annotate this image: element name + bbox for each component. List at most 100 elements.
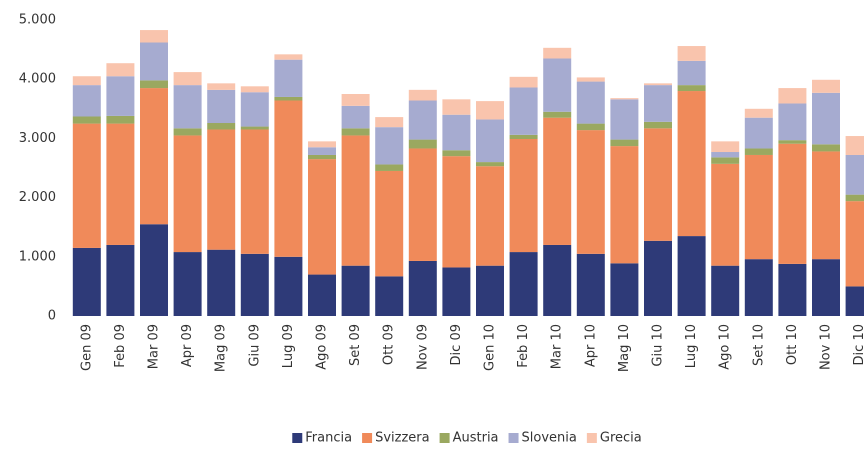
legend: Francia Svizzera Austria Slovenia Grecia <box>292 431 642 446</box>
bar-segment <box>274 96 303 101</box>
bar-segment <box>845 201 864 287</box>
bar-segment <box>845 286 864 316</box>
bar-segment <box>610 99 639 140</box>
bar-segment <box>106 115 135 124</box>
x-tick-label: Set 10 <box>751 324 766 366</box>
bar-segment <box>744 154 773 260</box>
bar-segment <box>442 156 471 268</box>
legend-swatch <box>508 433 519 443</box>
bar-segment <box>72 123 101 248</box>
bar-segment <box>845 194 864 202</box>
bar-segment <box>308 159 336 275</box>
x-tick-label: Ago 09 <box>315 324 330 370</box>
x-tick-label: Set 09 <box>348 324 363 366</box>
legend-label: Grecia <box>600 431 642 446</box>
bar-segment <box>207 129 236 250</box>
bar-segment <box>341 135 370 266</box>
legend-swatch <box>362 433 373 443</box>
bar-segment <box>610 139 639 147</box>
x-tick-label: Ott 09 <box>382 324 397 365</box>
bar-segment <box>476 166 504 266</box>
bar-segment <box>644 85 672 122</box>
x-tick-label: Mar 10 <box>550 324 565 369</box>
bar-segment <box>106 63 135 77</box>
bar-segment <box>509 76 538 88</box>
bar-segment <box>308 147 336 155</box>
bar-segment <box>341 265 370 316</box>
bar-segment <box>778 143 807 264</box>
bar-segment <box>543 111 572 118</box>
bar-segment <box>106 76 135 116</box>
bar-segment <box>812 79 840 93</box>
bar-segment <box>106 244 135 316</box>
legend-label: Austria <box>453 431 499 446</box>
bar-segment <box>72 76 101 86</box>
y-tick-label: 2.000 <box>19 190 56 205</box>
bar-segment <box>140 42 168 81</box>
bar-segment <box>274 54 303 60</box>
bar-segment <box>375 170 404 277</box>
bar-segment <box>207 83 236 90</box>
y-tick-label: 5.000 <box>19 13 56 28</box>
bar-segment <box>711 152 740 158</box>
x-tick-label: Apr 10 <box>583 324 598 367</box>
bar-segment <box>610 263 639 316</box>
bar-segment <box>576 81 605 124</box>
bar-segment <box>812 151 840 260</box>
bar-segment <box>274 100 303 257</box>
legend-swatch <box>292 433 303 443</box>
bar-segment <box>576 130 605 254</box>
bar-segment <box>778 263 807 316</box>
bar-segment <box>240 92 269 127</box>
bar-segment <box>173 135 202 253</box>
bar-segment <box>711 265 740 316</box>
bar-segment <box>677 46 706 61</box>
bar-segment <box>543 117 572 245</box>
bar-segment <box>576 123 605 131</box>
bar-segment <box>812 144 840 152</box>
bar-segment <box>509 138 538 253</box>
bar-segment <box>240 129 269 254</box>
bar-segment <box>341 105 370 129</box>
bar-segment <box>711 157 740 164</box>
x-tick-label: Ott 10 <box>785 324 800 365</box>
y-tick-label: 3.000 <box>19 131 56 146</box>
bar-segment <box>610 98 639 100</box>
bar-segment <box>72 116 101 124</box>
x-tick-label: Gen 10 <box>483 324 498 371</box>
bar-segment <box>744 117 773 149</box>
bar-segment <box>375 276 404 316</box>
bar-segment <box>610 146 639 264</box>
bar-segment <box>812 259 840 316</box>
bar-segment <box>308 141 336 148</box>
legend-swatch <box>439 433 450 443</box>
bar-segment <box>644 240 672 316</box>
legend-label: Svizzera <box>375 431 430 446</box>
bar-segment <box>173 85 202 129</box>
bar-segment <box>173 72 202 86</box>
x-tick-label: Feb 10 <box>516 324 531 368</box>
x-tick-label: Ago 10 <box>718 324 733 370</box>
x-tick-label: Nov 09 <box>415 324 430 370</box>
bar-segment <box>677 60 706 86</box>
x-tick-label: Nov 10 <box>819 324 834 370</box>
bar-segment <box>744 259 773 316</box>
bar-segment <box>375 127 404 165</box>
bar-segment <box>476 265 504 316</box>
bar-segment <box>576 77 605 82</box>
bar-segment <box>845 154 864 195</box>
bar-segment <box>341 94 370 106</box>
bar-segment <box>173 252 202 316</box>
legend-swatch <box>586 433 597 443</box>
bar-segment <box>207 249 236 316</box>
bar-segment <box>308 274 336 316</box>
bar-segment <box>476 101 504 120</box>
bar-segment <box>106 123 135 245</box>
bar-segment <box>408 100 437 140</box>
bar-segment <box>509 87 538 135</box>
bar-segment <box>408 139 437 149</box>
bar-segment <box>173 128 202 136</box>
y-tick-label: 0 <box>48 309 56 324</box>
bar-segment <box>140 80 168 89</box>
